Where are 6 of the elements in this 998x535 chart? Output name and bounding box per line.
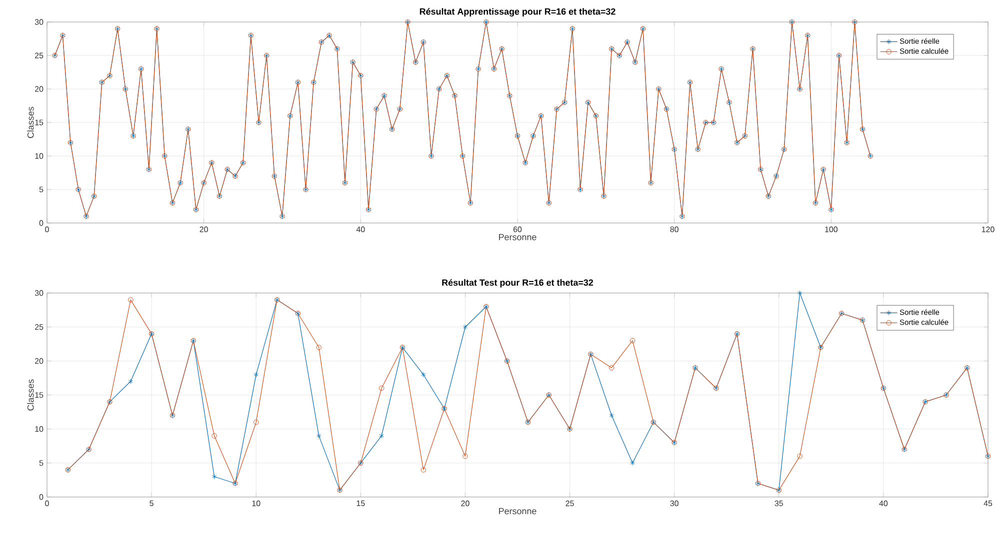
x-axis-title: Personne xyxy=(499,508,536,514)
y-axis-title: Classes xyxy=(27,106,34,138)
chart-title: Résultat Test pour R=16 et theta=32 xyxy=(442,279,594,288)
chart-title: Résultat Apprentissage pour R=16 et theta=32 xyxy=(420,8,616,17)
y-axis-title: Classes xyxy=(27,379,34,410)
x-axis-title: Personne xyxy=(499,234,536,240)
